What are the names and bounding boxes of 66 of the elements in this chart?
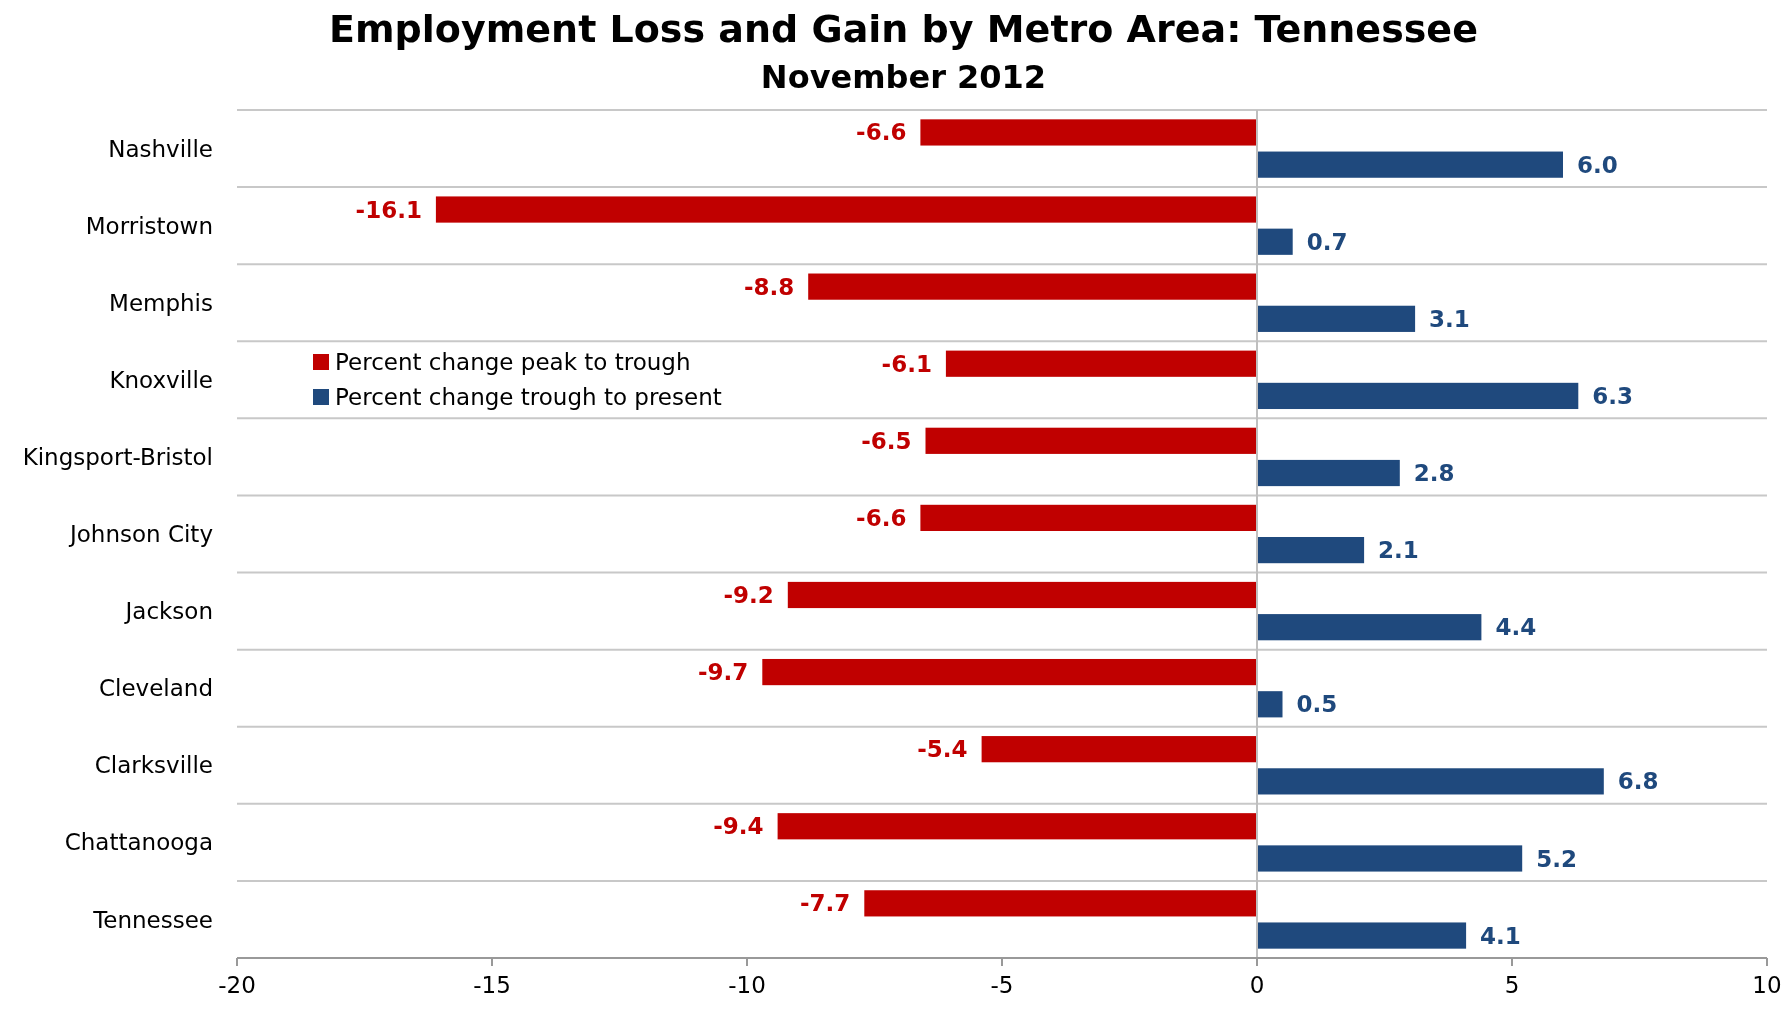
x-tick-label: -20	[218, 972, 256, 998]
data-label: -6.6	[856, 504, 907, 531]
data-label: -6.1	[881, 350, 932, 377]
bar	[1257, 614, 1482, 641]
data-label: -9.2	[723, 582, 774, 609]
legend-label: Percent change trough to present	[335, 384, 722, 411]
data-label: 4.4	[1495, 614, 1537, 641]
bar	[1257, 228, 1293, 255]
data-label: 3.1	[1429, 305, 1470, 332]
y-tick-label: Tennessee	[92, 906, 213, 933]
bar	[1257, 768, 1604, 795]
y-tick-label: Kingsport-Bristol	[22, 443, 213, 470]
bar	[1257, 845, 1523, 872]
y-tick-label: Knoxville	[109, 366, 213, 393]
bar	[945, 350, 1257, 377]
bar	[981, 736, 1257, 763]
data-label: 6.0	[1577, 151, 1618, 178]
bar	[1257, 459, 1400, 487]
data-label: -8.8	[743, 273, 795, 300]
data-label: -5.4	[917, 736, 968, 763]
y-tick-label: Nashville	[108, 135, 213, 162]
data-label: 0.5	[1296, 691, 1338, 718]
bar	[1257, 151, 1563, 178]
data-label: -7.7	[800, 890, 851, 917]
x-tick-label: 10	[1752, 972, 1782, 998]
bar	[1257, 537, 1365, 564]
bar	[1257, 305, 1416, 332]
x-tick-label: 5	[1504, 972, 1520, 998]
data-label: 5.2	[1536, 845, 1577, 872]
bar	[777, 813, 1257, 840]
x-tick-label: -15	[473, 972, 511, 998]
data-label: 6.8	[1617, 768, 1659, 795]
data-label: -9.4	[713, 813, 764, 840]
bar	[1257, 922, 1467, 949]
x-tick-label: 0	[1249, 972, 1265, 998]
data-label: -16.1	[355, 196, 422, 223]
bar	[1257, 382, 1579, 410]
bar	[808, 273, 1257, 300]
bar	[925, 427, 1257, 454]
bar	[864, 890, 1257, 917]
data-label: 2.8	[1413, 460, 1455, 487]
y-tick-label: Chattanooga	[64, 829, 213, 856]
data-label: -6.6	[856, 119, 907, 146]
y-tick-label: Johnson City	[67, 521, 213, 548]
bar	[435, 196, 1257, 223]
bar	[920, 119, 1257, 146]
y-tick-label: Morristown	[85, 212, 213, 239]
x-tick-label: -5	[990, 972, 1014, 998]
data-label: 2.1	[1378, 537, 1419, 564]
data-label: 0.7	[1306, 228, 1348, 255]
data-label: -6.5	[861, 427, 912, 454]
legend-label: Percent change peak to trough	[335, 349, 691, 376]
bar	[762, 658, 1257, 686]
y-tick-label: Jackson	[123, 598, 213, 625]
x-tick-label: -10	[728, 972, 766, 998]
data-label: 4.1	[1480, 922, 1521, 949]
bar	[1257, 691, 1283, 718]
y-tick-label: Clarksville	[94, 752, 213, 779]
bar	[787, 581, 1257, 609]
bar	[920, 504, 1257, 531]
chart-subtitle: November 2012	[760, 58, 1047, 96]
data-label: 6.3	[1592, 382, 1634, 409]
data-label: -9.7	[698, 659, 749, 686]
y-tick-label: Cleveland	[98, 675, 213, 702]
chart-title: Employment Loss and Gain by Metro Area: Tennessee	[329, 7, 1478, 51]
y-tick-label: Memphis	[109, 289, 213, 316]
